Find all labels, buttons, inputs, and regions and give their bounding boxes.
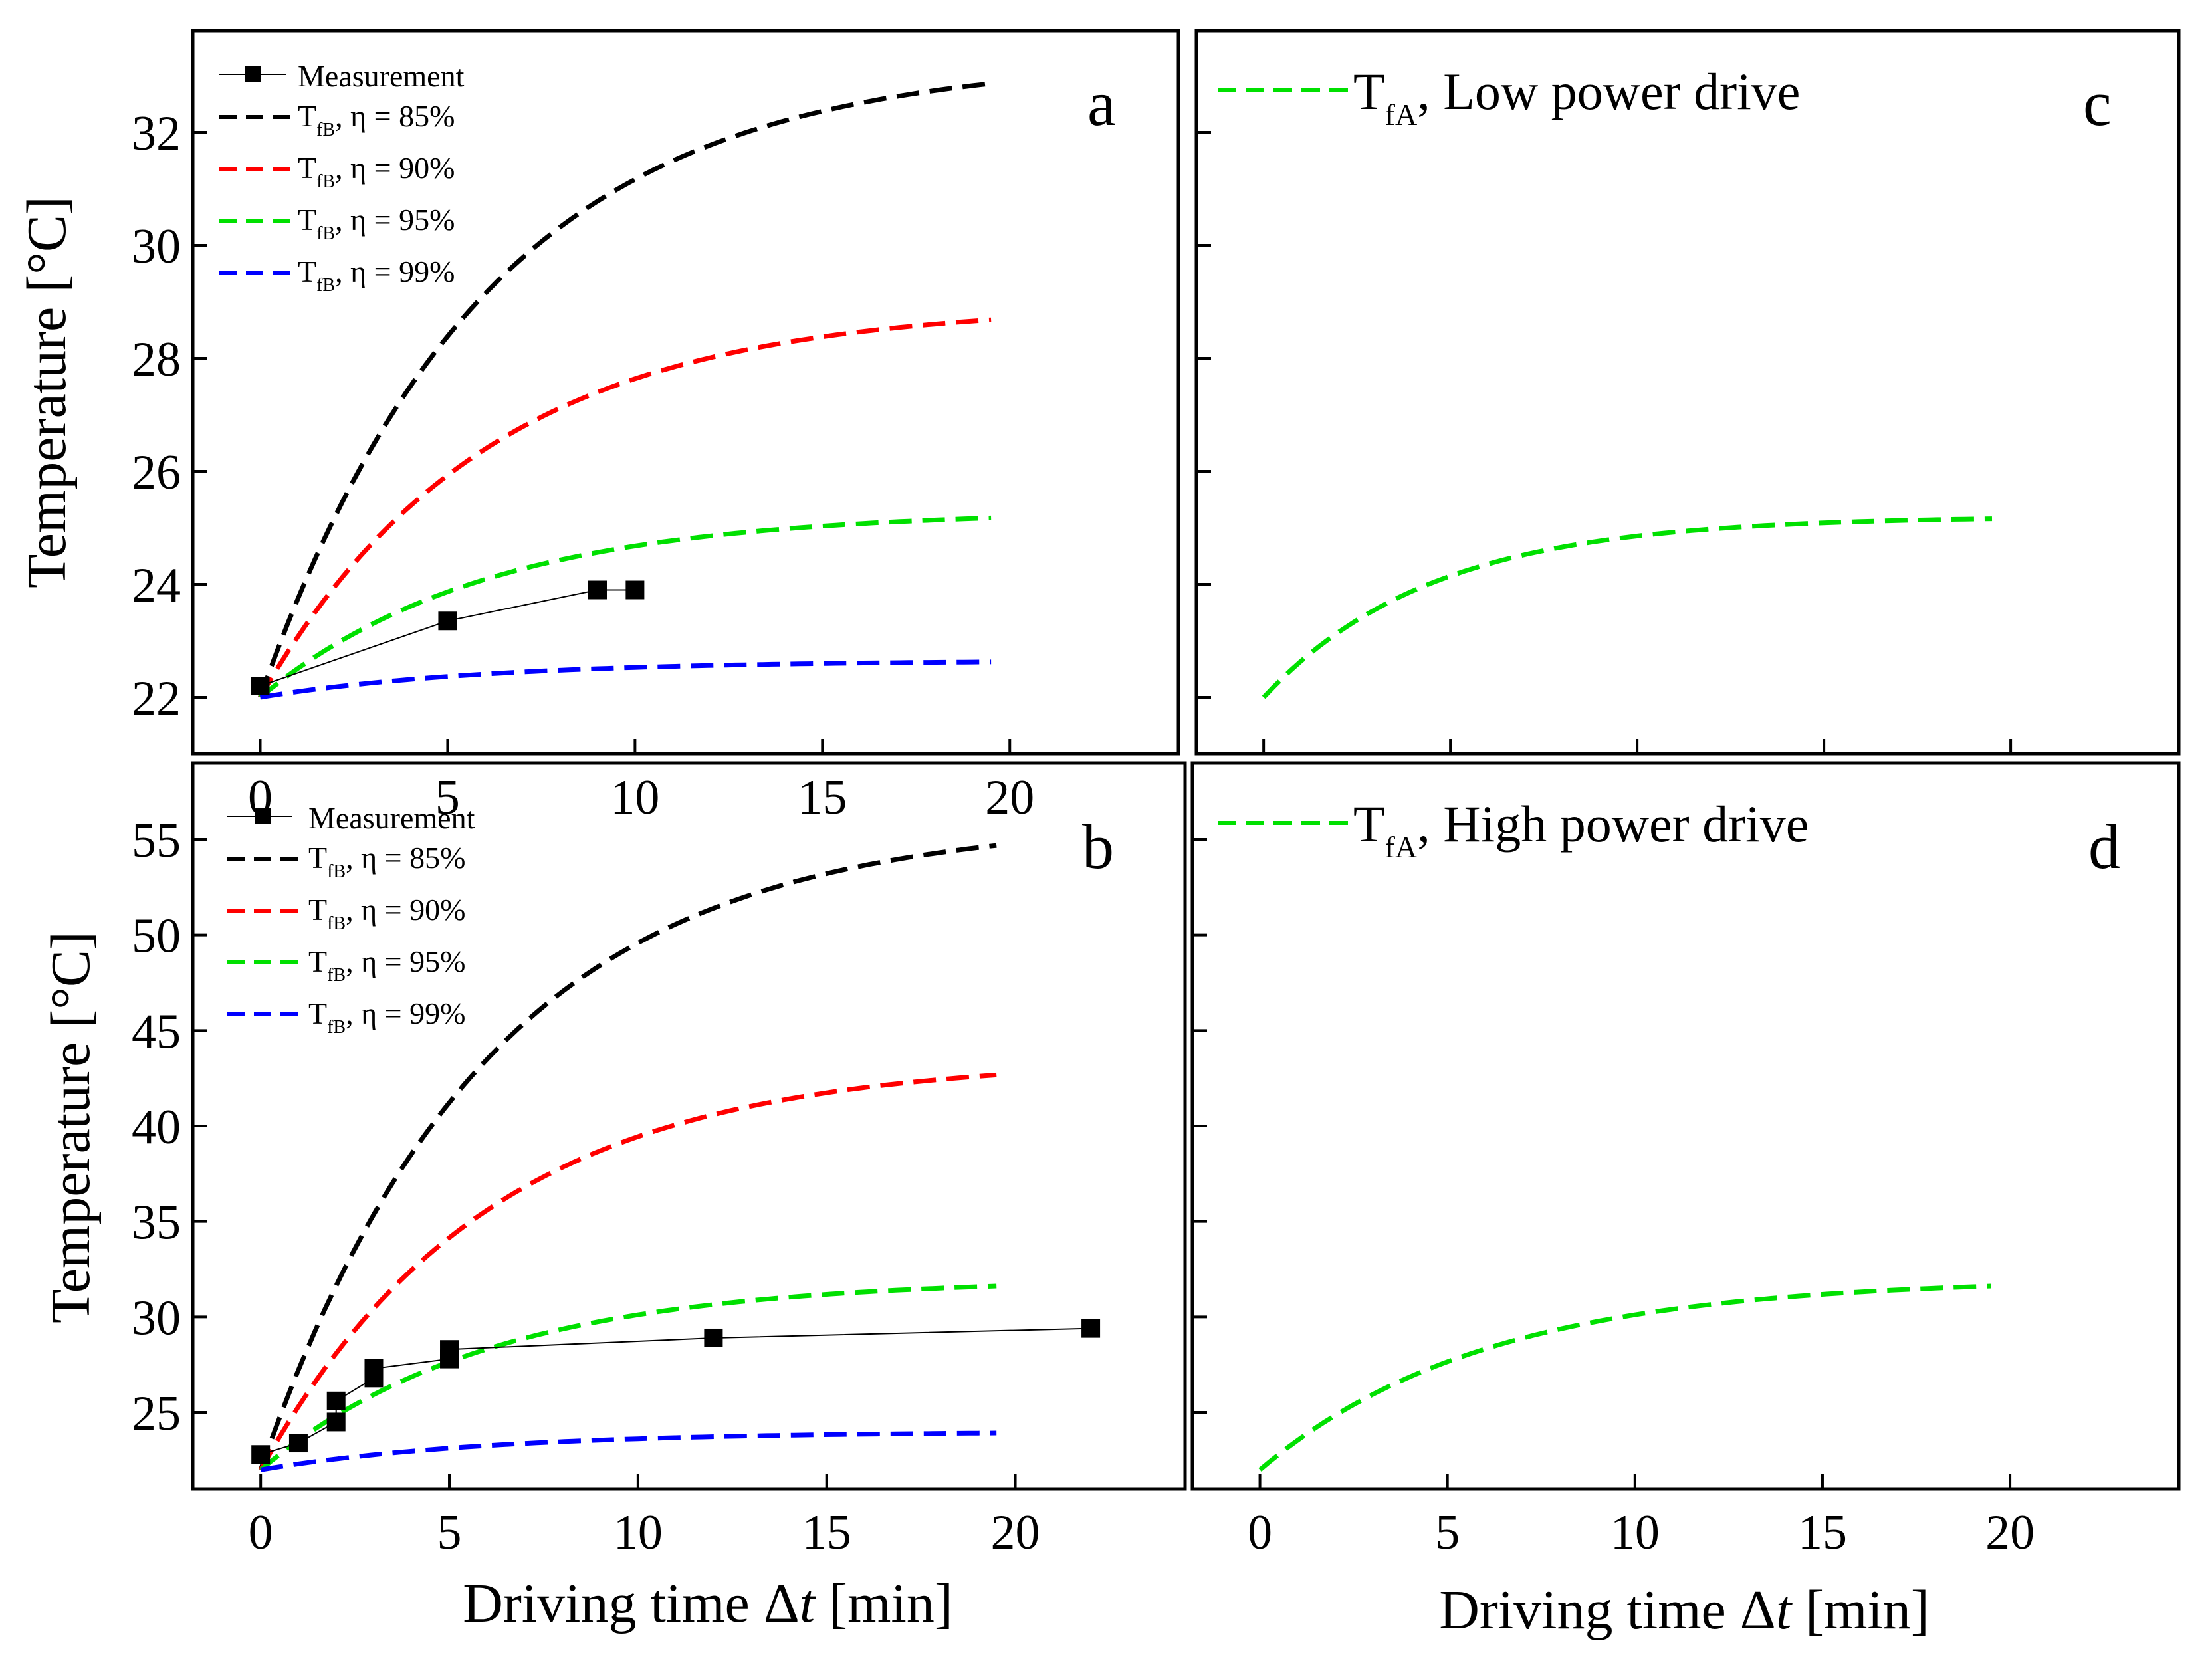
panel-c-frame	[1194, 29, 2181, 756]
panel-a-x-tick-label-2: 10	[610, 770, 659, 825]
panel-b-letter: b	[1082, 811, 1114, 882]
panel-b-y-tick-label-0: 25	[132, 1386, 181, 1441]
panel-b-measurement-point-2	[326, 1412, 346, 1432]
legend-b-99-label: TfB, η = 99%	[308, 996, 465, 1038]
legend-a-90-label: TfB, η = 90%	[298, 151, 455, 192]
panel-b-y-axis-title: Temperature [°C]	[40, 931, 102, 1323]
panel-a-y-tick-label-2: 26	[132, 445, 181, 500]
panel-a-y-axis-title: Temperature [°C]	[16, 196, 78, 588]
panel-b-series-3-line	[260, 1430, 997, 1472]
panel-d-plot-area: 0 5 10 15 20	[1192, 837, 2035, 1560]
panel-b-x-tick-label-4: 20	[991, 1505, 1040, 1560]
panel-d-x-tick-label-1: 5	[1435, 1505, 1460, 1560]
legend-a-99-label: TfB, η = 99%	[298, 255, 455, 296]
panel-a-legend: Measurement TfB, η = 85% TfB, η = 90% Tf…	[219, 59, 465, 296]
legend-b-95-label: TfB, η = 95%	[308, 944, 465, 986]
panel-b-frame	[191, 761, 1187, 1491]
legend-b-90-label: TfB, η = 90%	[308, 893, 465, 934]
panel-a-x-tick-label-4: 20	[985, 770, 1034, 825]
panel-a-measurement-point-1	[438, 611, 457, 631]
panel-b-x-axis-title: Driving time Δt [min]	[463, 1573, 953, 1634]
panel-b-x-tick-label-1: 5	[437, 1505, 462, 1560]
panel-d-x-tick-label-0: 0	[1248, 1505, 1272, 1560]
panel-a-x-tick-label-1: 5	[435, 770, 460, 825]
panel-d-x-tick-label-4: 20	[1985, 1505, 2035, 1560]
panel-a-y-tick-label-1: 24	[132, 558, 181, 613]
legend-a-measurement-label: Measurement	[298, 59, 465, 93]
legend-a-95-label: TfB, η = 95%	[298, 203, 455, 244]
legend-b-85-label: TfB, η = 85%	[308, 841, 465, 882]
panel-a-x-tick-label-3: 15	[798, 770, 847, 825]
panel-b-y-tick-label-3: 40	[132, 1100, 181, 1155]
legend-b-measurement-label: Measurement	[308, 801, 475, 835]
panel-a-y-tick-label-4: 30	[132, 219, 181, 274]
panel-b-measurement-point-5	[364, 1359, 384, 1378]
panel-b-legend: Measurement TfB, η = 85% TfB, η = 90% Tf…	[227, 801, 475, 1038]
panel-a-series-0-line	[258, 81, 992, 699]
panel-b-measurement-point-0	[251, 1445, 271, 1464]
panel-c-letter: c	[2083, 68, 2112, 139]
panel-d-letter: d	[2088, 811, 2120, 882]
legend-d-label: TfA, High power drive	[1353, 795, 1809, 864]
panel-b-measurement-point-9	[1081, 1319, 1101, 1338]
panel-a-series-3-line	[259, 659, 992, 700]
panel-a-measurement-point-0	[251, 677, 270, 695]
panel-b-x-tick-label-0: 0	[249, 1505, 273, 1560]
panel-b-measurement-point-3	[326, 1391, 346, 1410]
panel-b-y-tick-label-2: 35	[132, 1196, 181, 1250]
panel-b-measurement-point-1	[288, 1434, 308, 1453]
panel-d-series-0-line	[1258, 1283, 1992, 1472]
panel-b-measurement-point-7	[440, 1340, 459, 1359]
panel-b-series-1-line	[259, 1072, 997, 1472]
panel-b-series-2-line	[259, 1283, 997, 1472]
legend-a-measurement-marker	[245, 66, 261, 82]
legend-b-measurement-marker	[255, 808, 271, 824]
panel-c-legend: TfA, Low power drive	[1218, 62, 1800, 132]
panel-c: c TfA, Low power drive	[1194, 29, 2181, 756]
panel-d-x-axis-title: Driving time Δt [min]	[1439, 1579, 1930, 1641]
panel-d-legend: TfA, High power drive	[1218, 795, 1809, 864]
panel-a-series-1-line	[258, 317, 992, 699]
panel-d: 0 5 10 15 20 d TfA, High power drive Driving…	[1190, 761, 2181, 1641]
panel-a-y-tick-label-5: 32	[132, 106, 181, 161]
legend-a-85-label: TfB, η = 85%	[298, 99, 455, 140]
panel-b-x-tick-label-2: 10	[613, 1505, 663, 1560]
panel-a-y-tick-label-3: 28	[132, 332, 181, 387]
panel-b-y-tick-label-5: 50	[132, 909, 181, 964]
panel-d-x-tick-label-3: 15	[1798, 1505, 1847, 1560]
panel-d-x-tick-label-2: 10	[1610, 1505, 1660, 1560]
legend-c-label: TfA, Low power drive	[1353, 62, 1800, 132]
panel-b-y-tick-label-4: 45	[132, 1004, 181, 1059]
panel-b-y-tick-label-1: 30	[132, 1291, 181, 1345]
panel-d-frame	[1190, 761, 2181, 1491]
panel-a-frame	[191, 29, 1180, 756]
panel-b-measurement-point-8	[704, 1328, 723, 1347]
panel-a-measurement-point-2	[588, 580, 607, 600]
panel-b-plot-area: 25 30 35 40 45 50 55 0 5 10 15 20	[132, 814, 1101, 1560]
panel-b-x-tick-label-3: 15	[802, 1505, 851, 1560]
panel-a-series-2-line	[259, 515, 992, 699]
panel-b: 25 30 35 40 45 50 55 0 5 10 15 20 b Measurement TfB…	[40, 761, 1187, 1634]
panel-a-letter: a	[1087, 68, 1116, 139]
panel-a-measurement-point-3	[625, 580, 645, 600]
panel-a-y-tick-label-0: 22	[132, 671, 181, 726]
panel-b-series-0-line	[258, 843, 997, 1471]
panel-c-plot-area	[1196, 131, 2013, 754]
panel-c-series-0-line	[1262, 516, 1993, 699]
panel-b-y-tick-label-6: 55	[132, 814, 181, 868]
panel-a-measurement-line	[260, 589, 635, 687]
